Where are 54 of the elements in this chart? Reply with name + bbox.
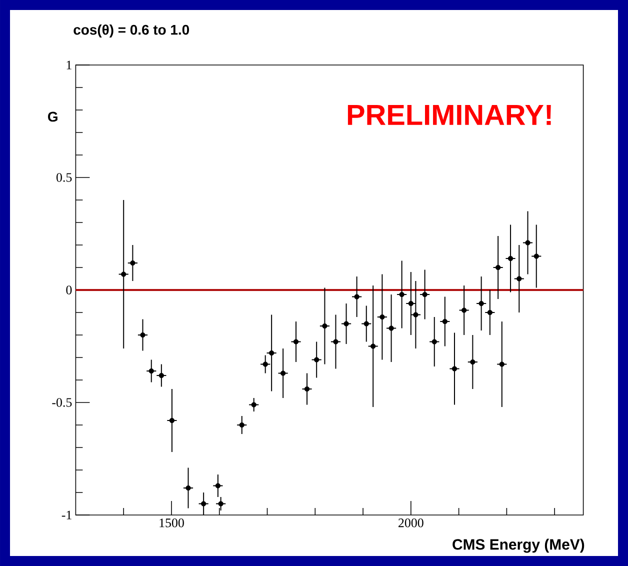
point xyxy=(399,292,404,298)
point xyxy=(487,310,493,316)
point xyxy=(158,372,164,378)
point xyxy=(525,240,530,246)
x-axis-title: CMS Energy (MeV) xyxy=(452,538,584,553)
point xyxy=(354,294,360,300)
point xyxy=(186,485,191,491)
point xyxy=(333,339,338,344)
point xyxy=(470,359,476,365)
chart-title: cos(θ) = 0.6 to 1.0 xyxy=(74,24,190,38)
y-tick-label: 0.5 xyxy=(56,173,72,182)
point xyxy=(148,368,154,374)
point xyxy=(215,483,221,488)
point xyxy=(262,362,268,367)
point xyxy=(239,422,244,428)
point xyxy=(442,318,448,324)
point xyxy=(169,418,175,424)
point xyxy=(200,501,206,506)
point xyxy=(322,323,328,329)
y-axis-title: G xyxy=(48,112,58,122)
point xyxy=(432,339,437,344)
point xyxy=(495,264,501,270)
point xyxy=(251,402,256,408)
point xyxy=(499,362,504,367)
y-tick-label: 1 xyxy=(66,60,72,70)
point xyxy=(508,256,514,262)
point xyxy=(218,501,224,506)
point xyxy=(140,332,146,338)
point xyxy=(370,344,376,349)
point xyxy=(268,350,274,356)
point xyxy=(293,339,299,344)
point xyxy=(461,308,467,313)
point xyxy=(344,321,349,326)
y-tick-label: -0.5 xyxy=(52,398,72,407)
point xyxy=(388,326,394,331)
y-tick-label: -1 xyxy=(62,510,72,520)
annotation: PRELIMINARY! xyxy=(348,105,551,125)
point xyxy=(413,312,418,318)
point xyxy=(314,357,320,362)
point xyxy=(534,254,539,259)
point xyxy=(516,276,522,282)
x-tick-label: 2000 xyxy=(398,518,424,528)
point xyxy=(121,272,126,277)
point xyxy=(408,300,414,306)
x-tick-label: 1500 xyxy=(160,518,184,528)
point xyxy=(280,370,286,376)
y-tick-label: 0 xyxy=(66,286,72,294)
point xyxy=(380,314,385,320)
point xyxy=(130,260,136,266)
point xyxy=(422,292,428,298)
point xyxy=(478,300,484,306)
point xyxy=(304,386,310,392)
point xyxy=(452,366,458,372)
point xyxy=(364,321,369,326)
